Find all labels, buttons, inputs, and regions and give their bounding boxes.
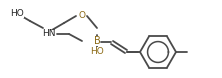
Text: HO: HO <box>10 9 24 17</box>
Text: HN: HN <box>42 29 56 39</box>
Text: B: B <box>94 36 100 46</box>
Text: HO: HO <box>90 46 104 56</box>
Text: O: O <box>79 11 85 20</box>
